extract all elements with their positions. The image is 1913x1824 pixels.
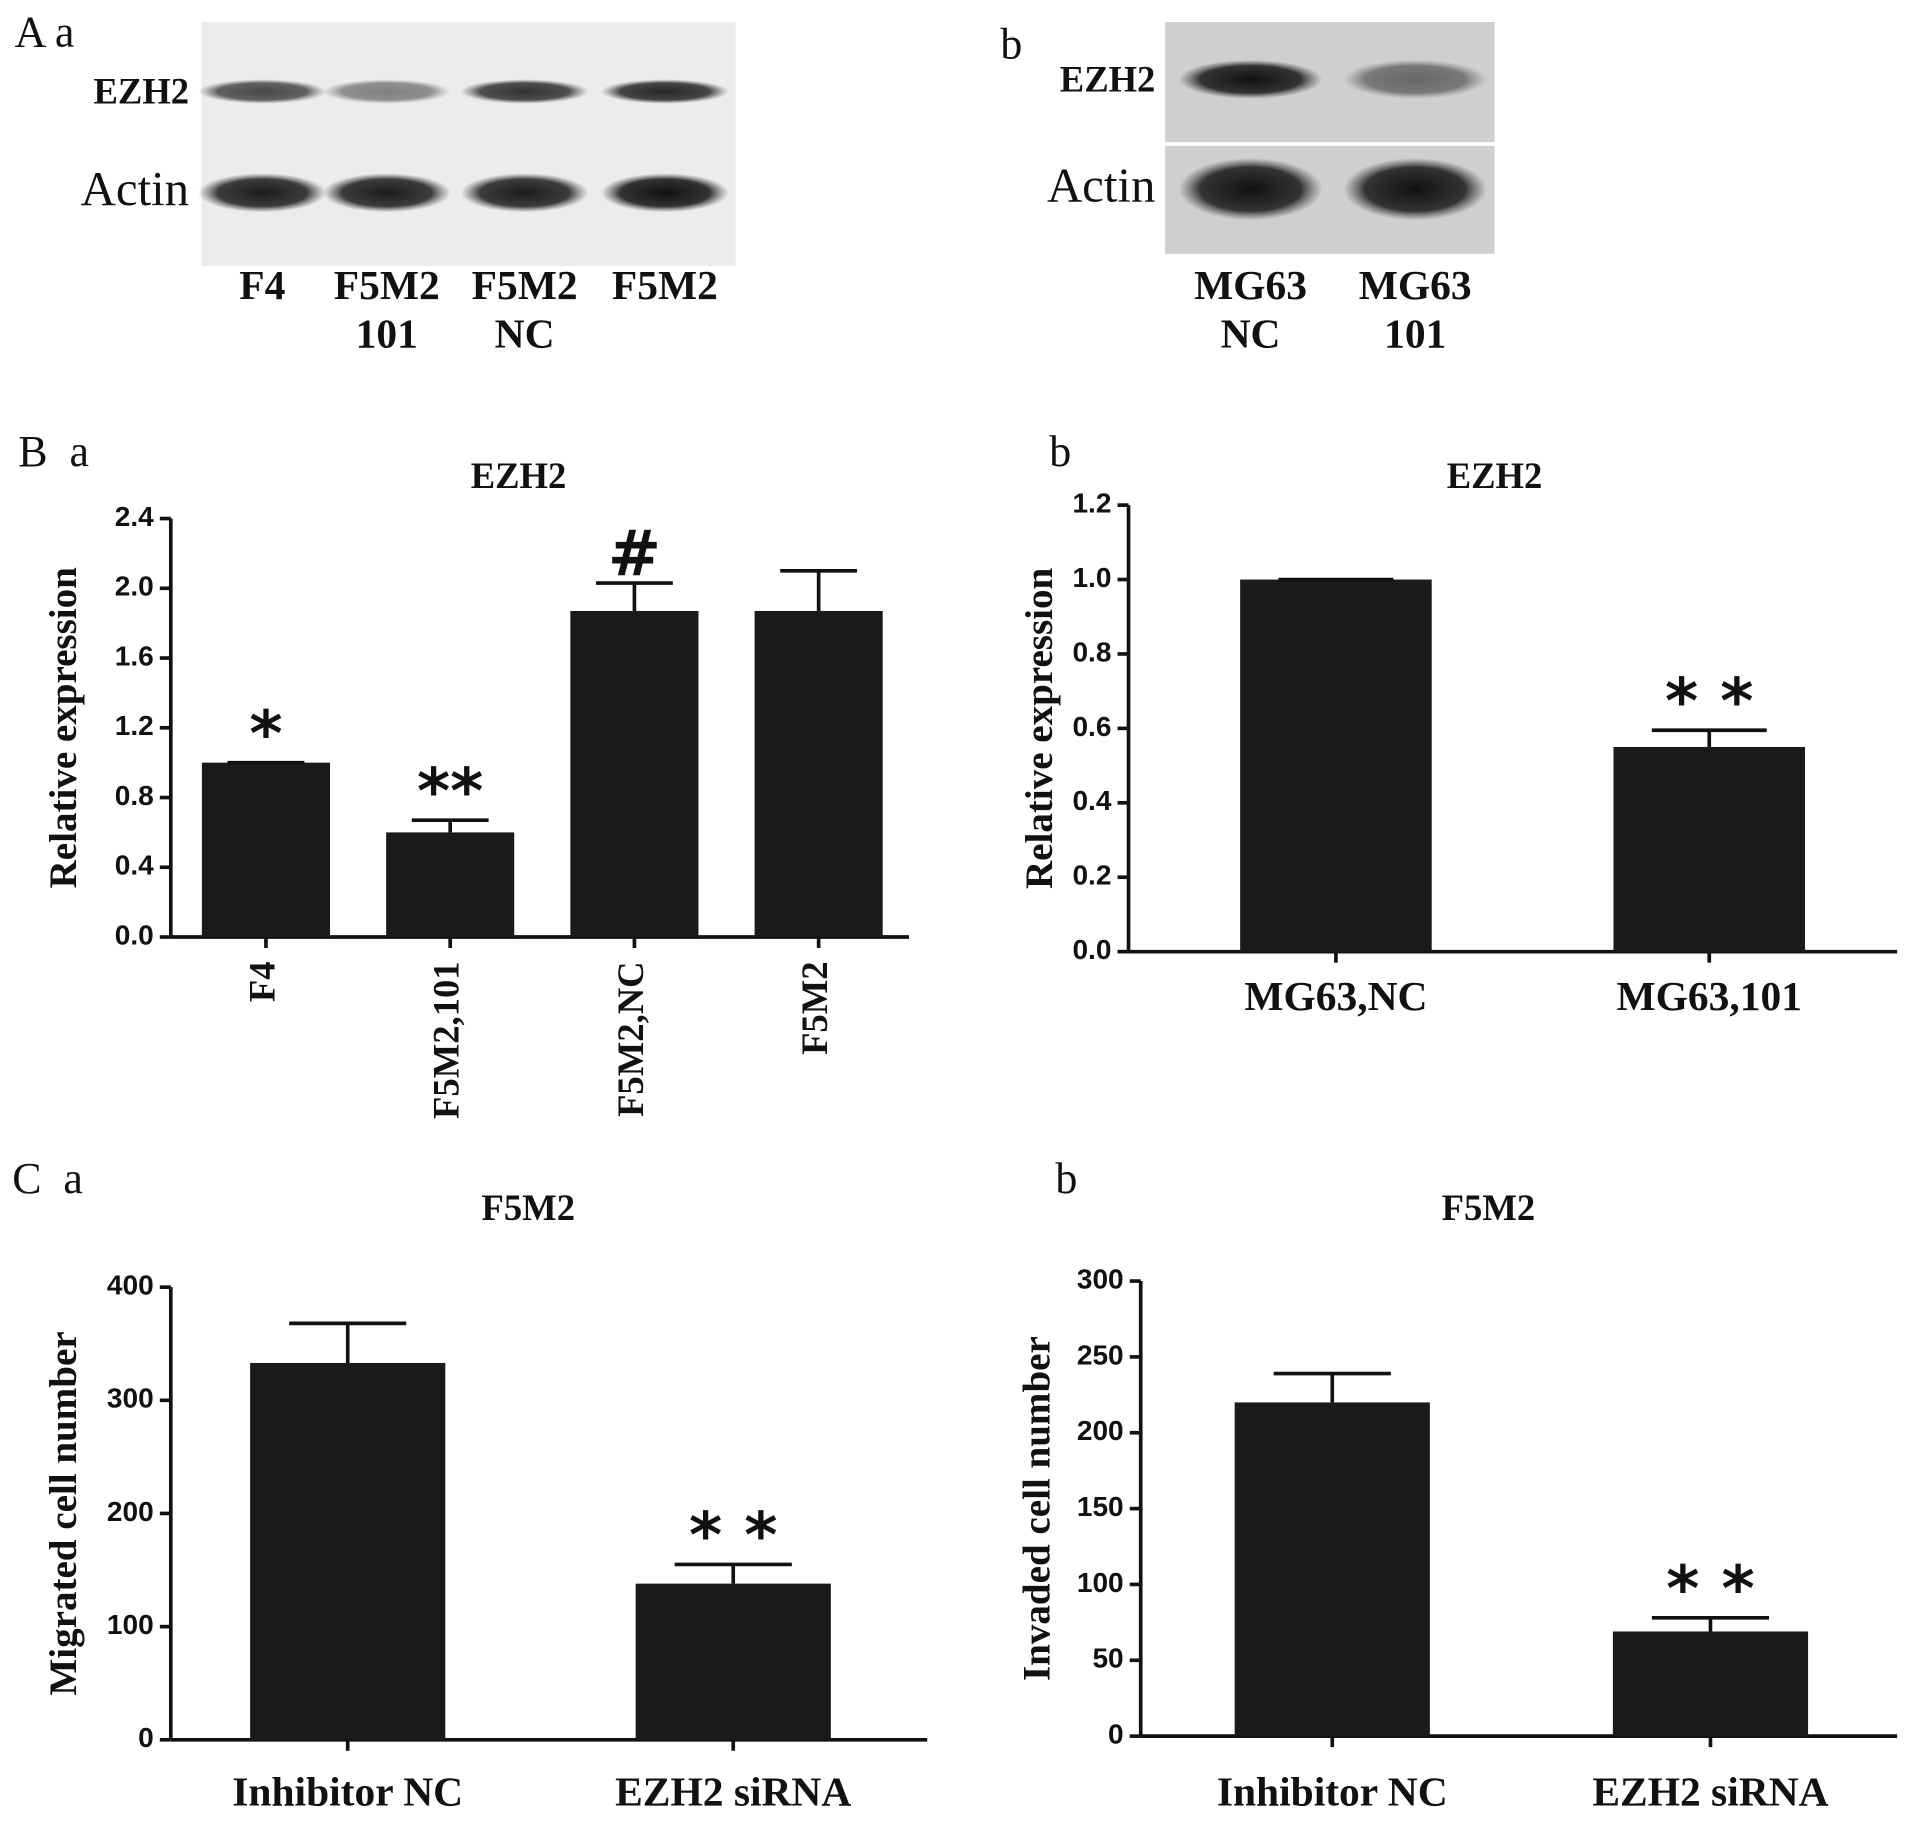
panel-label: C a: [12, 1154, 83, 1203]
blot-band: [322, 79, 451, 104]
y-tick-label: 50: [1092, 1643, 1123, 1674]
bar: [1234, 1402, 1430, 1737]
lane-label: F5M2: [612, 262, 718, 308]
y-tick-label: 0.6: [1072, 711, 1111, 742]
y-tick-label: 1.0: [1072, 562, 1111, 593]
row-label: EZH2: [94, 71, 190, 112]
blot-band: [322, 173, 451, 213]
panel-label: B a: [18, 427, 89, 476]
y-tick-label: 2.0: [115, 571, 154, 602]
x-tick-label: F5M2,NC: [610, 961, 651, 1117]
panel-label: b: [1049, 427, 1071, 476]
bar: [250, 1362, 446, 1740]
y-tick-label: 0.4: [115, 850, 154, 881]
bar: [570, 610, 699, 938]
significance-label: * *: [689, 1498, 777, 1572]
lane-label: MG63: [1194, 262, 1307, 308]
lane-label: 101: [356, 311, 418, 357]
y-tick-label: 0.2: [1072, 860, 1111, 891]
x-tick-label: EZH2 siRNA: [615, 1769, 851, 1815]
x-tick-label: MG63,101: [1617, 973, 1802, 1019]
y-tick-label: 300: [1077, 1263, 1124, 1294]
y-axis-label: Migrated cell number: [42, 1331, 85, 1695]
lane-label: 101: [1384, 311, 1446, 357]
x-tick-label: MG63,NC: [1244, 973, 1427, 1019]
y-tick-label: 300: [107, 1383, 154, 1414]
y-tick-label: 200: [1077, 1415, 1124, 1446]
significance-label: **: [417, 754, 483, 828]
y-tick-label: 1.6: [115, 640, 154, 671]
bar: [754, 610, 883, 938]
x-tick-label: F5M2: [794, 961, 835, 1055]
significance-label: #: [608, 517, 661, 591]
row-label: EZH2: [1060, 59, 1156, 100]
blot-band: [198, 173, 327, 213]
x-tick-label: Inhibitor NC: [232, 1769, 463, 1815]
chart-title: EZH2: [1447, 455, 1543, 496]
y-axis-label: Invaded cell number: [1016, 1336, 1059, 1681]
blot-background: [201, 21, 736, 266]
y-tick-label: 100: [1077, 1567, 1124, 1598]
y-tick-label: 100: [107, 1609, 154, 1640]
bar: [1613, 746, 1806, 952]
chart-title: F5M2: [1442, 1187, 1536, 1228]
panel-label: b: [1000, 20, 1022, 69]
lane-label: F4: [239, 262, 285, 308]
blot-band: [600, 173, 729, 213]
y-tick-label: 0.0: [1072, 934, 1111, 965]
row-label: Actin: [81, 162, 189, 216]
x-tick-label: F5M2,101: [426, 961, 467, 1119]
blot-band: [1343, 157, 1488, 221]
blot-band: [1178, 59, 1323, 99]
lane-label: F5M2: [334, 262, 440, 308]
x-tick-label: Inhibitor NC: [1217, 1769, 1448, 1815]
y-tick-label: 0.8: [115, 780, 154, 811]
significance-label: * *: [1666, 1551, 1754, 1625]
y-tick-label: 1.2: [1072, 488, 1111, 519]
y-tick-label: 2.4: [115, 501, 154, 532]
chart-title: EZH2: [471, 455, 567, 496]
bar: [201, 762, 331, 938]
y-tick-label: 150: [1077, 1491, 1124, 1522]
bar: [1240, 579, 1432, 952]
blot-band: [1178, 157, 1323, 221]
y-tick-label: 0.8: [1072, 636, 1111, 667]
bar: [635, 1583, 831, 1740]
y-tick-label: 0: [1108, 1719, 1124, 1750]
blot-band: [600, 79, 729, 104]
lane-label: NC: [1221, 311, 1281, 357]
blot-band: [460, 173, 589, 213]
row-label: Actin: [1047, 158, 1155, 212]
lane-label: F5M2: [472, 262, 578, 308]
y-axis-label: Relative expression: [42, 567, 85, 889]
blot-band: [198, 79, 327, 104]
panel-label: A a: [15, 7, 75, 56]
y-tick-label: 1.2: [115, 710, 154, 741]
y-axis-label: Relative expression: [1018, 567, 1061, 889]
blot-background: [1165, 21, 1495, 254]
x-tick-label: EZH2 siRNA: [1592, 1769, 1828, 1815]
lane-label: NC: [495, 311, 555, 357]
panel-label: b: [1055, 1154, 1077, 1203]
y-tick-label: 0.4: [1072, 785, 1111, 816]
y-tick-label: 0.0: [115, 919, 154, 950]
significance-label: * *: [1665, 664, 1753, 738]
chart-title: F5M2: [482, 1187, 576, 1228]
lane-label: MG63: [1359, 262, 1472, 308]
y-tick-label: 400: [107, 1270, 154, 1301]
significance-label: *: [249, 696, 282, 770]
bar: [1612, 1631, 1809, 1737]
y-tick-label: 200: [107, 1496, 154, 1527]
y-tick-label: 250: [1077, 1339, 1124, 1370]
y-tick-label: 0: [138, 1722, 154, 1753]
x-tick-label: F4: [241, 961, 282, 1002]
bar: [386, 832, 515, 938]
blot-band: [1343, 59, 1488, 99]
blot-band: [460, 79, 589, 104]
